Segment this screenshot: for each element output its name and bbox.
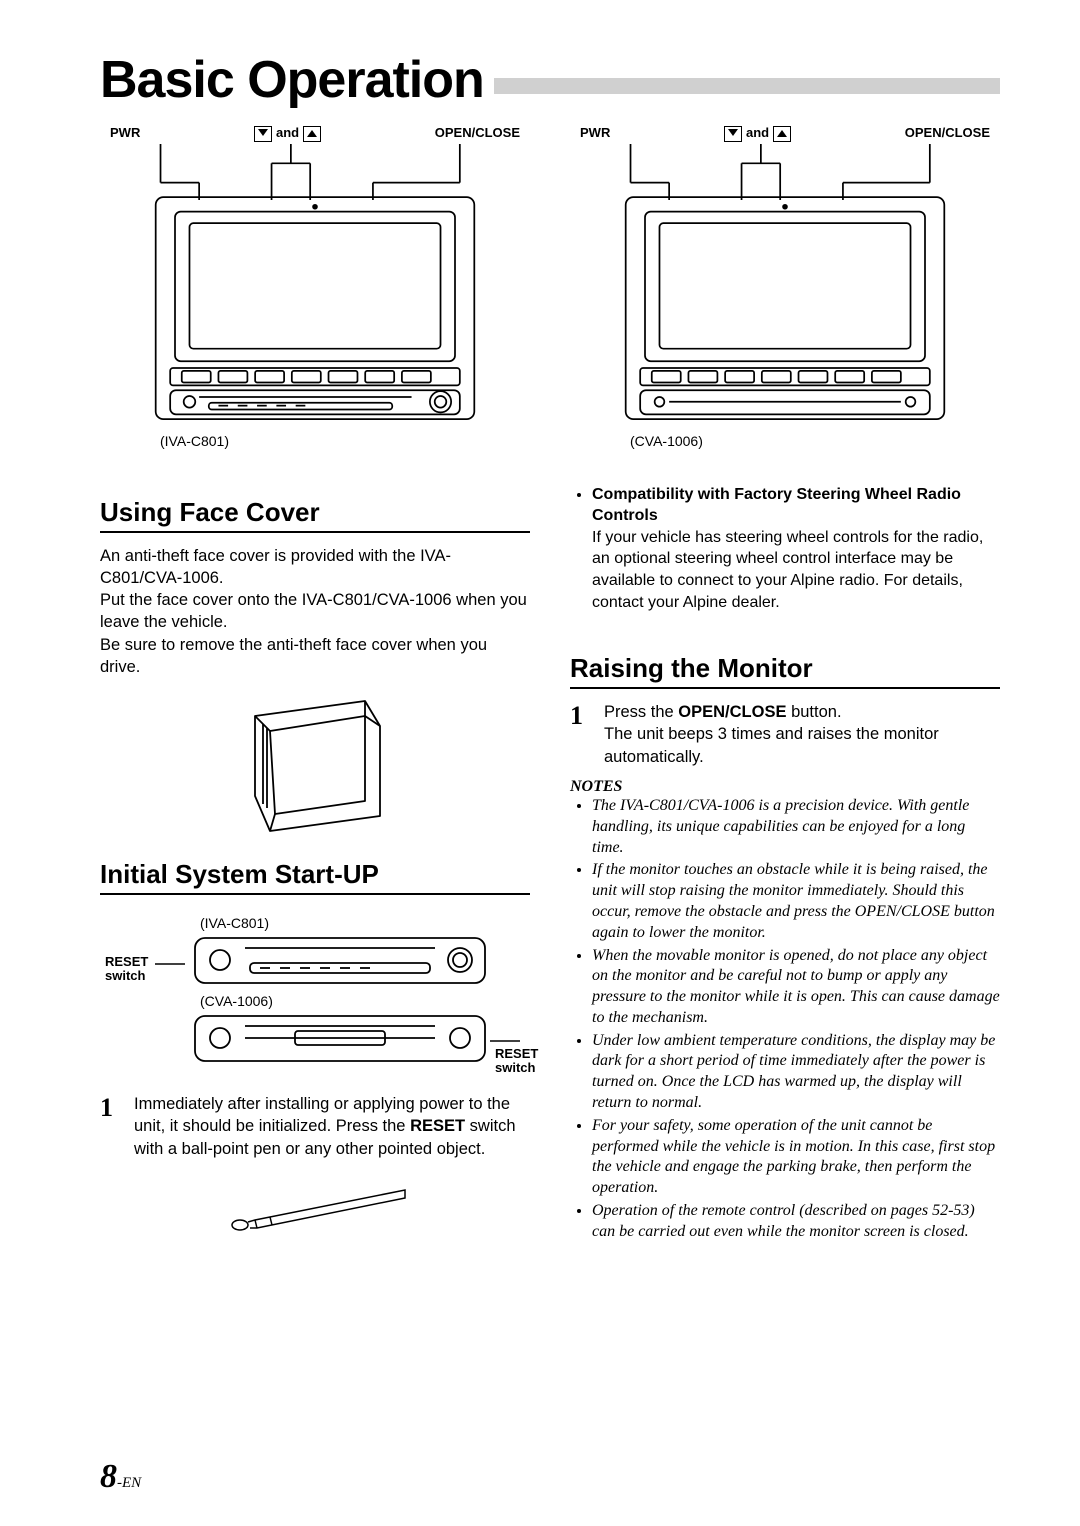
r-step1-bold: OPEN/CLOSE bbox=[678, 703, 786, 721]
compat-body: If your vehicle has steering wheel contr… bbox=[592, 529, 983, 611]
compat-item: Compatibility with Factory Steering Whee… bbox=[592, 484, 1000, 614]
note-item: Under low ambient temperature conditions… bbox=[592, 1031, 1000, 1114]
r-step1-post: button. bbox=[786, 703, 841, 721]
raising-step-num: 1 bbox=[570, 701, 594, 731]
note-item: When the movable monitor is opened, do n… bbox=[592, 946, 1000, 1029]
r-step1-pre: Press the bbox=[604, 703, 678, 721]
page-big: 8 bbox=[100, 1458, 117, 1495]
chevron-up-icon bbox=[773, 126, 791, 142]
face-cover-heading: Using Face Cover bbox=[100, 497, 530, 533]
page-suffix: -EN bbox=[117, 1475, 141, 1491]
title-block: Basic Operation bbox=[100, 50, 1000, 110]
face-cover-p1: An anti-theft face cover is provided wit… bbox=[100, 545, 530, 590]
label-pwr: PWR bbox=[110, 125, 140, 142]
raising-heading: Raising the Monitor bbox=[570, 653, 1000, 689]
diagram-left: PWR and OPEN/CLOSE bbox=[100, 125, 530, 449]
device-illustration-left bbox=[100, 144, 530, 424]
note-item: If the monitor touches an obstacle while… bbox=[592, 860, 1000, 943]
note-item: For your safety, some operation of the u… bbox=[592, 1116, 1000, 1199]
reset-caption-b: (CVA-1006) bbox=[200, 993, 273, 1009]
step1-bold: RESET bbox=[410, 1117, 465, 1135]
reset-caption-a: (IVA-C801) bbox=[200, 915, 269, 931]
initial-heading: Initial System Start-UP bbox=[100, 859, 530, 895]
notes-heading: NOTES bbox=[570, 778, 1000, 796]
page-number: 8-EN bbox=[100, 1458, 141, 1496]
face-cover-figure bbox=[100, 696, 530, 841]
label-and: and bbox=[276, 125, 299, 140]
r-step1-line2: The unit beeps 3 times and raises the mo… bbox=[604, 725, 939, 765]
diagrams-row: PWR and OPEN/CLOSE bbox=[100, 125, 1000, 449]
left-column: Using Face Cover An anti-theft face cove… bbox=[100, 479, 530, 1245]
face-cover-p2: Put the face cover onto the IVA-C801/CVA… bbox=[100, 589, 530, 634]
label-and-r: and bbox=[746, 125, 769, 140]
caption-right: (CVA-1006) bbox=[570, 433, 1000, 449]
reset-label-left: RESETswitch bbox=[105, 955, 148, 984]
face-cover-p3: Be sure to remove the anti-theft face co… bbox=[100, 634, 530, 679]
note-item: The IVA-C801/CVA-1006 is a precision dev… bbox=[592, 796, 1000, 858]
raising-step1: 1 Press the OPEN/CLOSE button. The unit … bbox=[570, 701, 1000, 768]
reset-figure: (IVA-C801) RESETswitch bbox=[100, 907, 530, 1083]
pen-figure bbox=[100, 1180, 530, 1245]
chevron-down-icon bbox=[254, 126, 272, 142]
reset-label-right: RESETswitch bbox=[495, 1047, 538, 1076]
label-open-close-r: OPEN/CLOSE bbox=[905, 125, 990, 142]
label-open-close: OPEN/CLOSE bbox=[435, 125, 520, 142]
right-column: Compatibility with Factory Steering Whee… bbox=[570, 479, 1000, 1245]
note-item: Operation of the remote control (describ… bbox=[592, 1201, 1000, 1243]
page-title: Basic Operation bbox=[100, 50, 494, 110]
chevron-up-icon bbox=[303, 126, 321, 142]
device-illustration-right bbox=[570, 144, 1000, 424]
step-num: 1 bbox=[100, 1093, 124, 1123]
chevron-down-icon bbox=[724, 126, 742, 142]
compat-heading: Compatibility with Factory Steering Whee… bbox=[592, 486, 961, 525]
notes-list: The IVA-C801/CVA-1006 is a precision dev… bbox=[570, 796, 1000, 1243]
diagram-right: PWR and OPEN/CLOSE bbox=[570, 125, 1000, 449]
caption-left: (IVA-C801) bbox=[100, 433, 530, 449]
label-pwr-r: PWR bbox=[580, 125, 610, 142]
initial-step1: 1 Immediately after installing or applyi… bbox=[100, 1093, 530, 1160]
